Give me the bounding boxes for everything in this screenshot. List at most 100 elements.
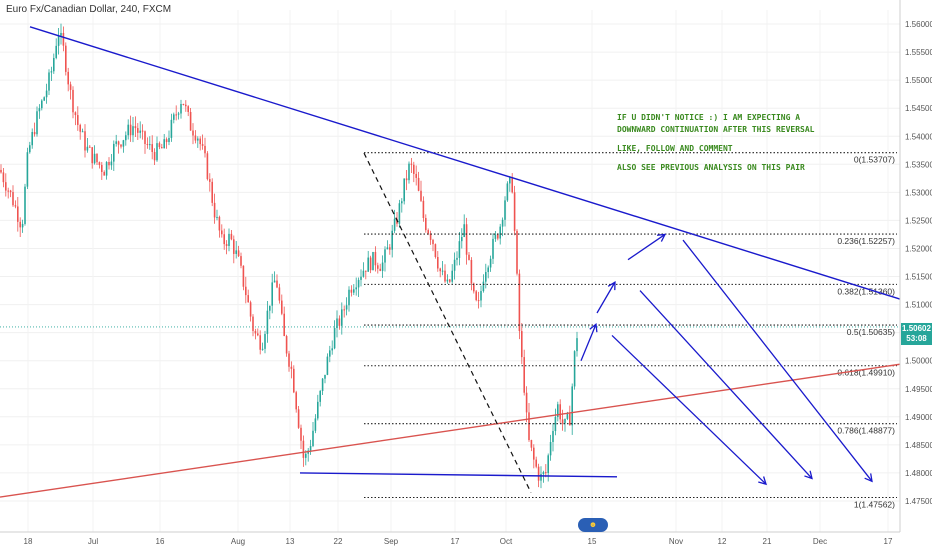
candle-body [134, 126, 137, 129]
candle-body [9, 190, 12, 193]
time-axis[interactable]: 18 Jul 16 Aug 13 22 Sep 17 Oct 15 Nov 12 21 Dec 17 [0, 531, 900, 546]
candle-body [12, 192, 14, 206]
candle-body [453, 259, 456, 271]
candle-body [65, 45, 67, 72]
candle-body [19, 221, 21, 228]
candle-body [405, 178, 408, 181]
candle-body [175, 114, 177, 116]
candle-body [458, 241, 461, 258]
candle-body [24, 186, 26, 224]
candle-body [341, 309, 343, 326]
candle-body [463, 224, 465, 238]
candle-body [189, 111, 192, 131]
fib-level-label: 0(1.53707) [854, 155, 895, 165]
candle-body [439, 268, 441, 272]
candle-body [180, 103, 182, 114]
y-tick-label: 1.56000 [905, 20, 932, 29]
candle-body [547, 455, 549, 474]
candle-body [211, 181, 213, 203]
candle-body [14, 205, 17, 207]
candle-body [314, 418, 317, 431]
candle-body [103, 171, 105, 176]
candle-body [333, 327, 336, 349]
candle-body [374, 252, 377, 266]
symbol-title: Euro Fx/Canadian Dollar, 240, FXCM [6, 4, 172, 15]
fib-level-label: 0.236(1.52257) [837, 236, 895, 246]
candle-body [247, 295, 249, 303]
candle-body [413, 164, 415, 174]
brand-logo-icon[interactable]: ☻ [578, 518, 608, 532]
candle-body [350, 289, 353, 293]
candle-body [216, 216, 218, 218]
y-tick-label: 1.51500 [905, 273, 932, 282]
last-price-tag: 1.50602 53:08 [901, 323, 932, 345]
fibonacci-retracement[interactable]: 0(1.53707) 0.236(1.52257) 0.382(1.51360) 0.… [364, 152, 897, 510]
candle-body [573, 351, 576, 387]
chart-annotation[interactable]: IF U DIDN'T NOTICE :) I AM EXPECTING A D… [617, 113, 877, 175]
candle-body [391, 230, 393, 250]
candle-body [523, 357, 525, 393]
candle-body [187, 106, 189, 112]
candle-body [252, 316, 254, 331]
candle-body [331, 348, 333, 351]
candle-body [185, 104, 187, 107]
candle-body [317, 401, 319, 419]
y-tick-label: 1.49000 [905, 413, 932, 422]
candle-body [451, 270, 453, 282]
candle-body [45, 90, 48, 98]
candle-body [153, 152, 156, 161]
candle-body [77, 115, 79, 125]
candle-body [269, 305, 271, 311]
candle-body [122, 140, 125, 147]
candle-body [449, 279, 451, 282]
candlestick-series [0, 23, 578, 489]
bar-countdown: 53:08 [906, 334, 927, 343]
candle-body [446, 279, 449, 282]
x-tick-label: 22 [334, 537, 343, 546]
candle-body [365, 270, 367, 272]
candle-body [326, 356, 329, 375]
candle-body [96, 153, 98, 163]
candle-body [245, 286, 247, 296]
candle-body [29, 145, 31, 153]
projection-arrow [682, 239, 873, 482]
candle-body [43, 97, 45, 101]
candle-body [302, 440, 305, 458]
candle-body [530, 440, 533, 448]
candle-body [146, 143, 149, 145]
candle-body [319, 390, 321, 402]
x-tick-label: Aug [231, 537, 245, 546]
y-tick-label: 1.48000 [905, 469, 932, 478]
y-tick-label: 1.53000 [905, 188, 932, 197]
candle-body [69, 84, 72, 90]
y-tick-label: 1.47500 [905, 497, 932, 506]
candle-body [398, 203, 401, 224]
candle-body [105, 161, 108, 176]
candle-body [101, 164, 103, 172]
fib-level-label: 0.786(1.48877) [837, 426, 895, 436]
candle-body [444, 270, 446, 282]
candle-body [165, 139, 168, 143]
candle-body [432, 239, 434, 245]
candle-body [381, 262, 384, 271]
candle-body [50, 71, 53, 73]
candle-body [141, 130, 144, 132]
candle-body [206, 153, 209, 180]
candle-body [343, 309, 345, 311]
candle-body [384, 249, 386, 263]
candle-body [425, 217, 427, 231]
trendlines[interactable] [0, 26, 906, 498]
candle-body [91, 147, 93, 164]
price-axis[interactable]: 1.56000 1.55500 1.55000 1.54500 1.54000 1.535… [899, 0, 932, 550]
candle-body [278, 287, 281, 301]
candle-body [504, 200, 506, 220]
candle-body [297, 409, 300, 428]
candle-body [120, 144, 122, 147]
candle-body [55, 45, 57, 58]
x-tick-label: Dec [813, 537, 827, 546]
candle-body [357, 279, 360, 288]
candle-body [473, 283, 475, 292]
projection-arrows[interactable] [580, 233, 873, 486]
candle-body [497, 234, 499, 239]
